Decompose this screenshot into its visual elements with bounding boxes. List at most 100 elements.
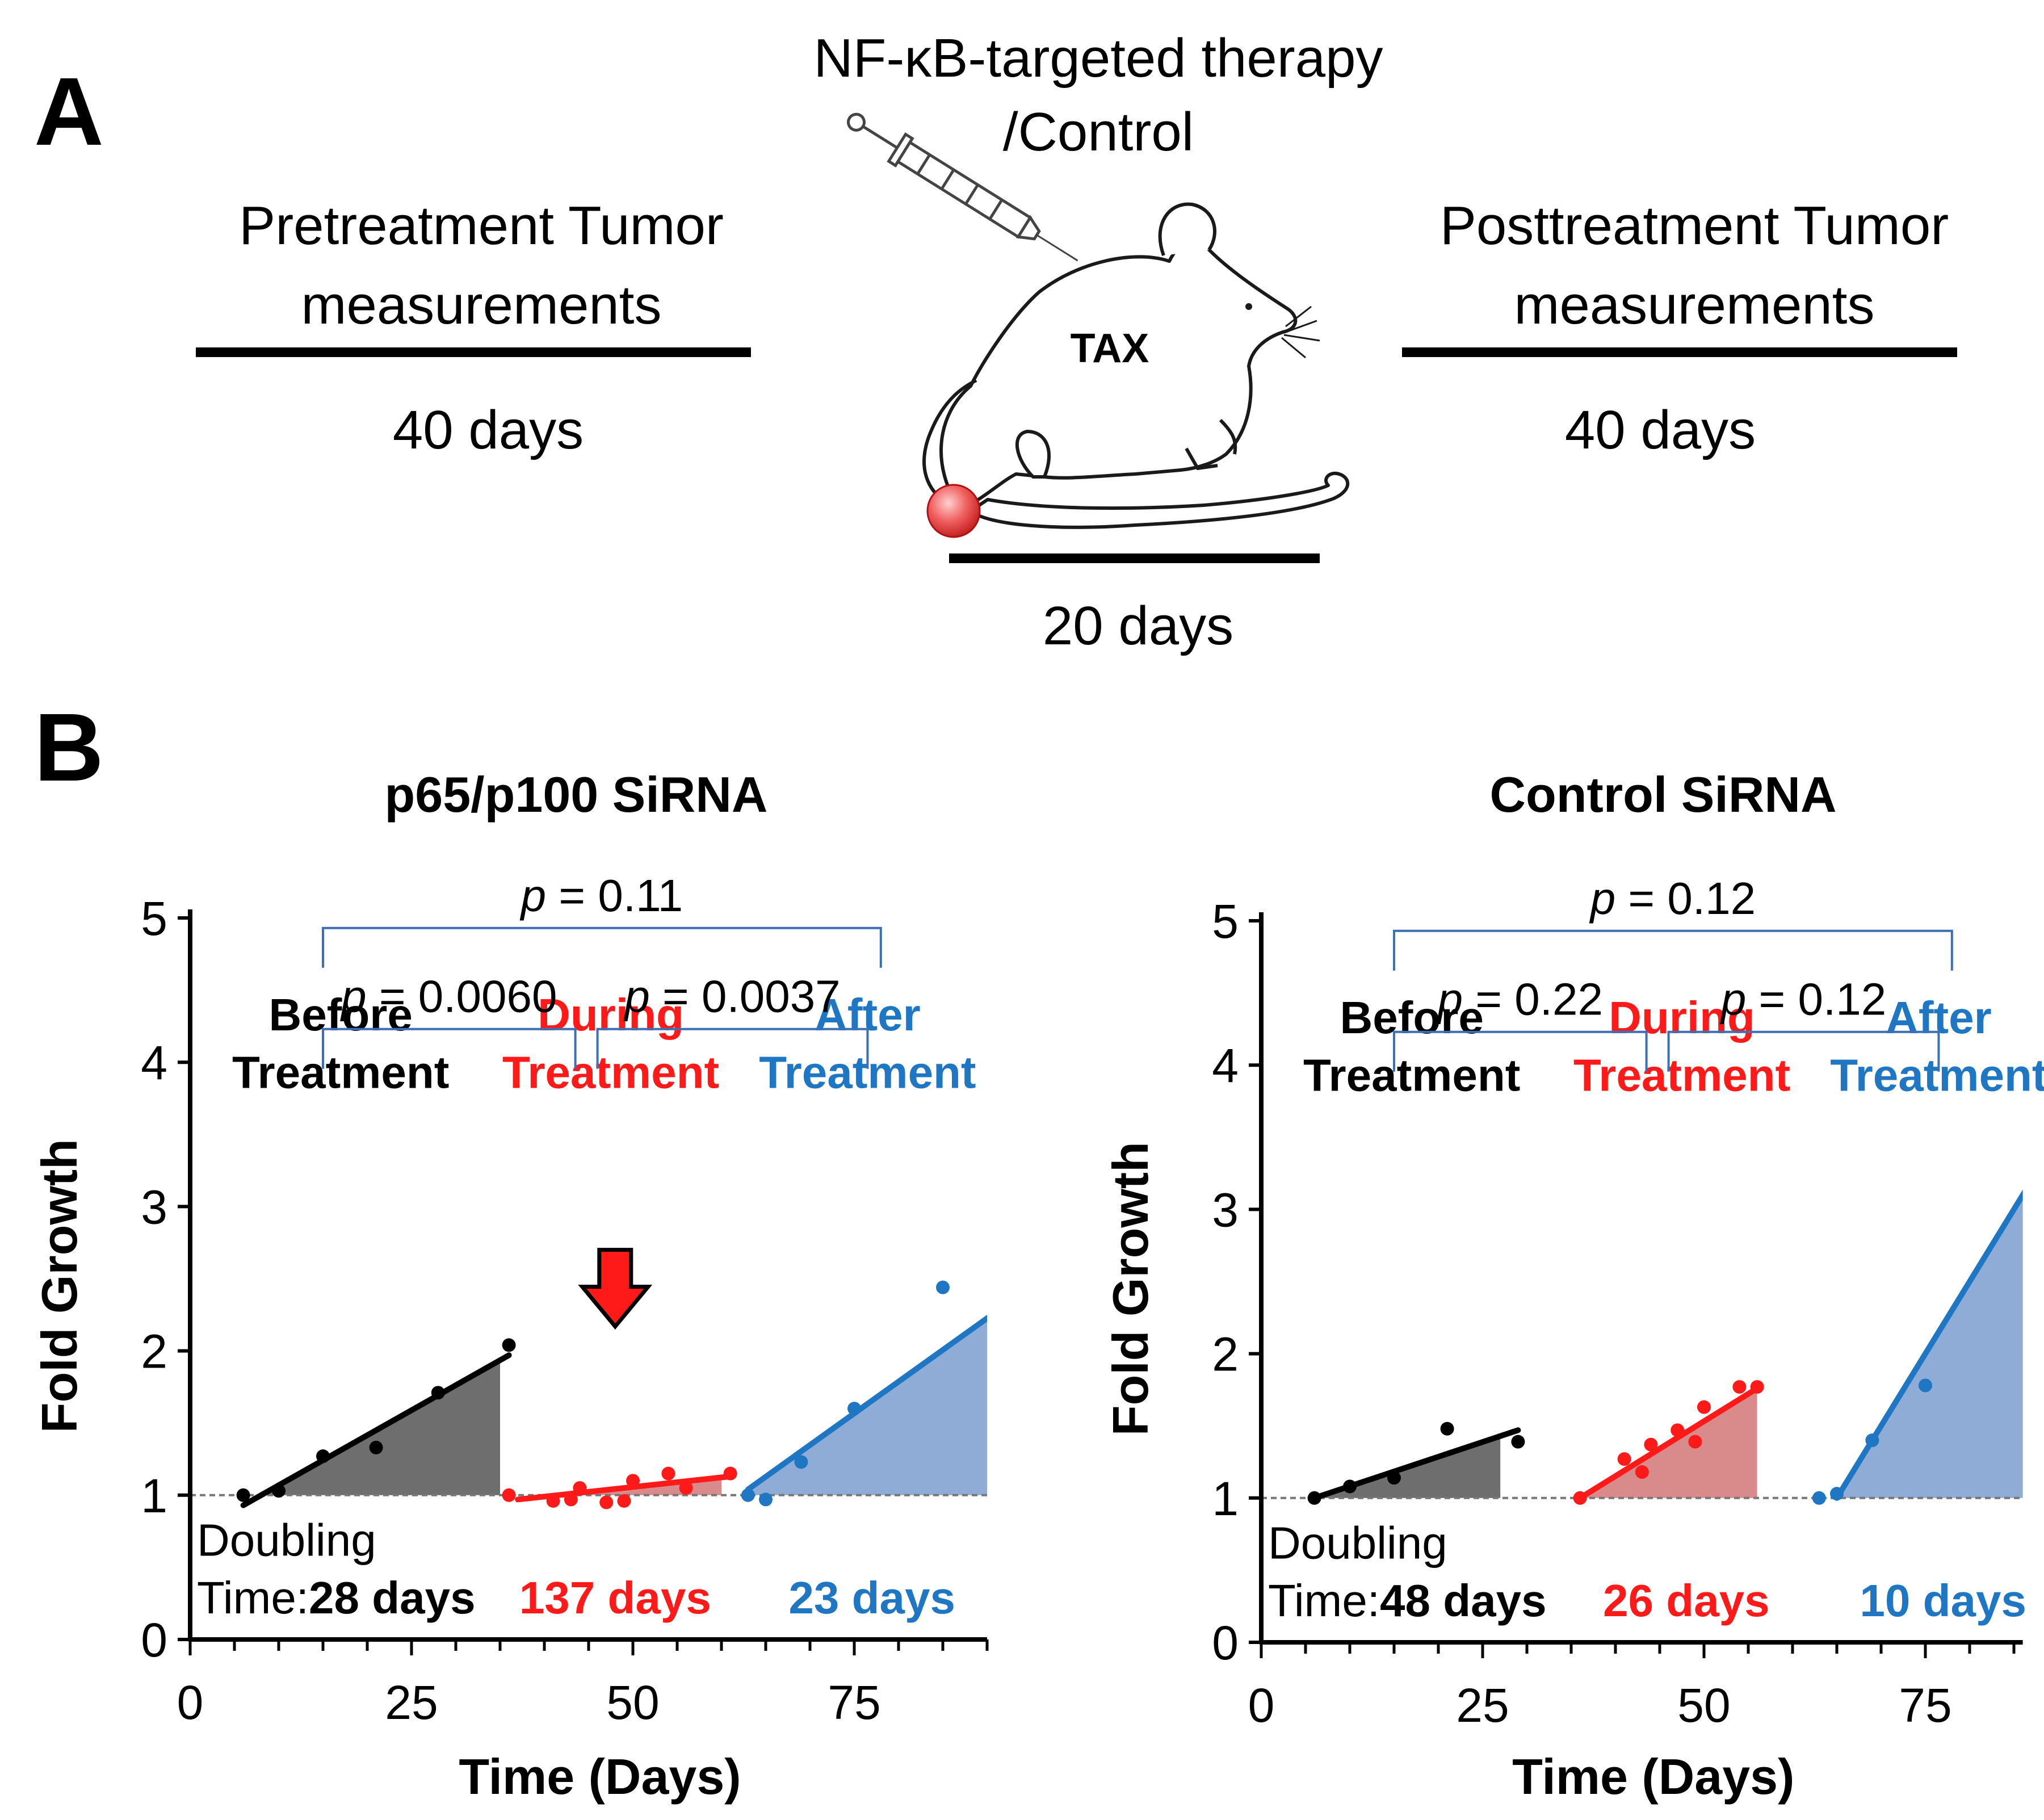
fit-line-before (240, 1352, 512, 1508)
y-axis-label: Fold Growth (1102, 1142, 1159, 1436)
panel-a-letter: A (34, 58, 104, 166)
y-tick-label: 4 (1212, 1039, 1239, 1092)
posttreatment-label-line2: measurements (1514, 275, 1875, 336)
data-point-during (573, 1481, 587, 1495)
pretreatment-timeline-bar (196, 347, 751, 357)
phase-label-before-line1: Before (1340, 992, 1483, 1043)
pretreatment-duration: 40 days (393, 400, 584, 460)
data-point-during (617, 1494, 631, 1508)
phase-label-after-line2: Treatment (1830, 1050, 2044, 1101)
doubling-time-during: 137 days (519, 1572, 711, 1623)
phase-label-before-line2: Treatment (232, 1047, 449, 1098)
pvalue-bracket-before-after (1393, 929, 1953, 971)
pvalue-during-after: p = 0.12 (1720, 974, 1886, 1025)
doubling-time-during: 26 days (1603, 1575, 1770, 1626)
data-point-during (1697, 1400, 1711, 1414)
pvalue-bracket-during-after (596, 1028, 869, 1069)
data-point-before (1307, 1491, 1321, 1505)
y-tick-label: 0 (1212, 1616, 1239, 1670)
doubling-time-after: 10 days (1860, 1575, 2026, 1626)
y-tick-label: 1 (141, 1469, 167, 1523)
data-point-after (759, 1492, 773, 1507)
mouse-illustration (922, 202, 1350, 529)
phase-label-before-line2: Treatment (1303, 1050, 1520, 1101)
phase-label-before-line1: Before (268, 989, 412, 1040)
pvalue-before-after: p = 0.12 (1589, 873, 1756, 924)
data-point-after (847, 1402, 861, 1416)
pvalue-before-during: p = 0.22 (1437, 974, 1603, 1025)
data-point-during (1750, 1380, 1764, 1394)
data-point-during (1732, 1380, 1747, 1394)
phase-label-during-line2: Treatment (502, 1047, 719, 1098)
tumor-marker (926, 484, 981, 538)
data-point-before (1440, 1421, 1454, 1436)
pvalue-before-after: p = 0.11 (520, 870, 683, 921)
panel-b: B (34, 694, 104, 802)
y-tick-label: 0 (141, 1613, 167, 1667)
x-tick-label: 0 (1248, 1679, 1275, 1732)
fit-line-during (1577, 1385, 1760, 1501)
treatment-arrow-icon (578, 1248, 653, 1330)
x-axis-label: Time (Days) (459, 1748, 741, 1805)
pvalue-bracket-before-during (322, 1028, 577, 1069)
data-point-during (1644, 1437, 1658, 1452)
data-point-after (741, 1488, 755, 1502)
data-point-after (1812, 1491, 1826, 1505)
y-tick-label: 3 (1212, 1183, 1239, 1236)
posttreatment-timeline-bar (1402, 347, 1957, 357)
data-point-during (1635, 1465, 1649, 1479)
data-point-after (1919, 1378, 1932, 1393)
pvalue-bracket-during-after (1667, 1030, 1940, 1072)
mouse-label: TAX (1071, 326, 1149, 371)
panel-b-letter: B (34, 694, 104, 802)
x-tick-label: 75 (1899, 1679, 1951, 1732)
syringe-icon (846, 112, 1078, 262)
x-tick-label: 25 (1456, 1679, 1509, 1732)
pvalue-bracket-before-after (322, 926, 882, 968)
pvalue-during-after: p = 0.0037 (623, 971, 840, 1022)
data-point-before (1387, 1471, 1401, 1485)
data-point-during (1573, 1491, 1587, 1505)
y-tick-label: 1 (1212, 1472, 1239, 1525)
x-tick-label: 50 (1677, 1679, 1730, 1732)
panel-a: A NF-κB-targeted therapy /Control Pretre… (34, 28, 1957, 656)
phase-label-during-line2: Treatment (1573, 1050, 1790, 1101)
chart-title: Control SiRNA (1489, 766, 1836, 823)
y-tick-label: 2 (1212, 1328, 1239, 1381)
data-point-during (723, 1466, 737, 1481)
data-point-during (679, 1481, 693, 1495)
data-point-before (272, 1484, 286, 1498)
doubling-label-line1: Doubling (1268, 1517, 1447, 1568)
data-point-during (661, 1466, 675, 1481)
y-tick-label: 4 (141, 1036, 167, 1089)
x-tick-label: 0 (177, 1676, 204, 1729)
doubling-label-line2: Time:28 days (197, 1572, 476, 1623)
posttreatment-label-line1: Posttreatment Tumor (1440, 195, 1949, 256)
treatment-duration: 20 days (1043, 596, 1233, 656)
data-point-before (369, 1440, 383, 1454)
data-point-before (316, 1449, 330, 1463)
data-point-during (1617, 1452, 1631, 1466)
phase-label-during-line1: During (1609, 992, 1755, 1043)
y-tick-label: 5 (1212, 895, 1239, 948)
posttreatment-duration: 40 days (1565, 400, 1756, 460)
doubling-label-line2: Time:48 days (1268, 1575, 1547, 1626)
doubling-time-after: 23 days (788, 1572, 955, 1623)
x-axis-label: Time (Days) (1512, 1748, 1794, 1805)
x-tick-label: 75 (828, 1676, 880, 1729)
data-point-before (502, 1338, 516, 1352)
data-point-during (546, 1494, 560, 1508)
pretreatment-label-line2: measurements (301, 275, 662, 336)
doubling-label-line1: Doubling (197, 1515, 376, 1565)
y-tick-label: 5 (141, 892, 167, 945)
pretreatment-label-line1: Pretreatment Tumor (239, 195, 724, 256)
therapy-title-line2: /Control (1003, 102, 1194, 162)
data-point-during (1671, 1423, 1685, 1437)
data-point-before (1511, 1435, 1525, 1449)
x-tick-label: 50 (606, 1676, 659, 1729)
treatment-timeline-bar (949, 553, 1320, 563)
therapy-title-line1: NF-κB-targeted therapy (813, 28, 1383, 89)
data-point-after (1865, 1433, 1879, 1448)
fit-line-after (745, 1314, 987, 1492)
